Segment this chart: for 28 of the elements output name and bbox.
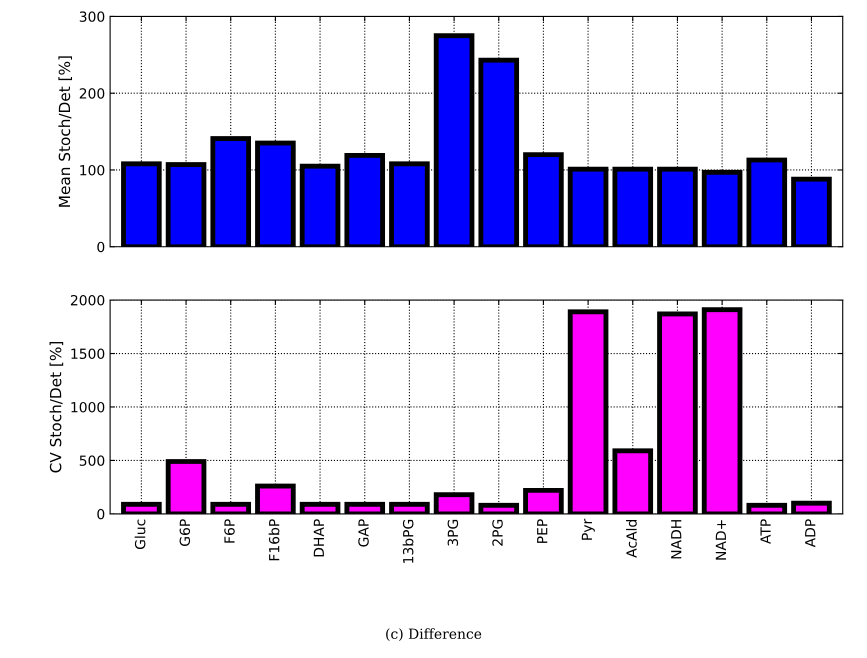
x-tick-label: F6P: [224, 519, 235, 543]
y-tick-label: 100: [80, 164, 104, 176]
y-tick-label: 0: [97, 242, 104, 252]
x-tick-label: PEP: [537, 519, 548, 543]
text: (c) Difference: [386, 628, 482, 641]
x-tick-label: ATP: [760, 519, 771, 544]
x-tick-label: DHAP: [314, 519, 324, 556]
x-tick-label: F16bP: [268, 519, 280, 560]
x-tick-label: G6P: [180, 519, 190, 546]
y-tick-label: 200: [80, 88, 104, 99]
y-tick-label: 500: [80, 455, 104, 466]
x-tick-label: 3PG: [448, 520, 458, 546]
y-tick-label: 300: [80, 11, 104, 22]
x-tick-label: Pyr: [582, 518, 595, 540]
y-tick-label: 2000: [70, 295, 104, 306]
x-tick-label: NADH: [671, 520, 682, 558]
y-tick-label: 0: [97, 508, 104, 520]
x-tick-label: NAD+: [716, 520, 726, 560]
y-axis-title: Mean Stoch/Det [%]: [58, 56, 72, 207]
x-tick-label: ADP: [805, 519, 816, 548]
x-tick-label: Gluc: [134, 520, 146, 550]
x-tick-label: AcAld: [626, 520, 637, 558]
y-axis-title: CV Stoch/Det [%]: [50, 342, 64, 472]
x-tick-label: 2PG: [492, 520, 503, 546]
x-tick-label: 13bPG: [402, 520, 414, 563]
y-tick-label: 1000: [71, 402, 104, 412]
y-tick-label: 1500: [71, 348, 104, 359]
x-tick-label: GAP: [358, 519, 369, 547]
